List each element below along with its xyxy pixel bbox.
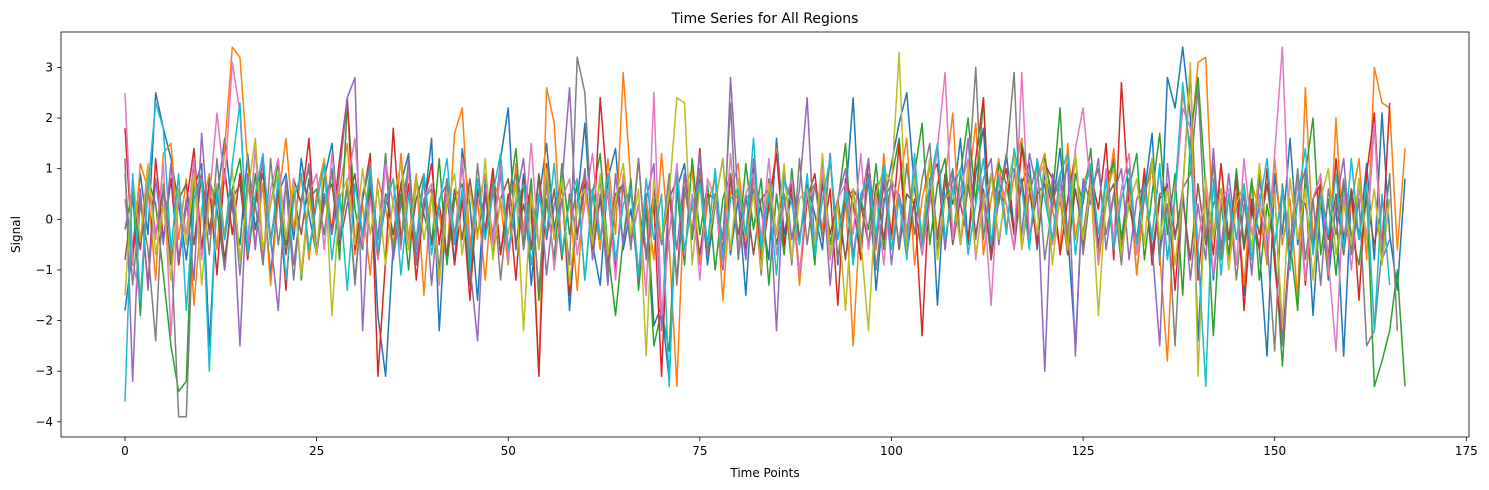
- y-axis-label: Signal: [9, 216, 23, 253]
- y-tick-label: 3: [45, 60, 53, 74]
- x-tick-label: 175: [1455, 444, 1478, 458]
- series-lines: [124, 46, 1406, 418]
- x-tick-label: 50: [501, 444, 516, 458]
- chart-title: Time Series for All Regions: [671, 11, 859, 27]
- x-tick-label: 0: [121, 444, 129, 458]
- x-axis-label: Time Points: [729, 466, 799, 480]
- y-axis-ticks: 3 2 1 0 −1 −2 −3 −4: [35, 60, 61, 429]
- series-line-10: [124, 81, 1391, 402]
- y-tick-label: 2: [45, 111, 53, 125]
- x-tick-label: 75: [692, 444, 707, 458]
- x-tick-label: 100: [880, 444, 903, 458]
- y-tick-label: −2: [35, 314, 53, 328]
- series-line-7: [124, 46, 1391, 352]
- x-axis-ticks: 0 25 50 75 100 125 150 175: [121, 437, 1478, 458]
- y-tick-label: 0: [45, 212, 53, 226]
- axes-frame: [60, 31, 1470, 438]
- series-line-9: [124, 51, 1391, 377]
- y-tick-label: 1: [45, 162, 53, 176]
- x-tick-label: 150: [1263, 444, 1286, 458]
- y-tick-label: −4: [35, 415, 53, 429]
- x-tick-label: 25: [309, 444, 324, 458]
- y-tick-label: −1: [35, 263, 53, 277]
- x-tick-label: 125: [1072, 444, 1095, 458]
- y-tick-label: −3: [35, 364, 53, 378]
